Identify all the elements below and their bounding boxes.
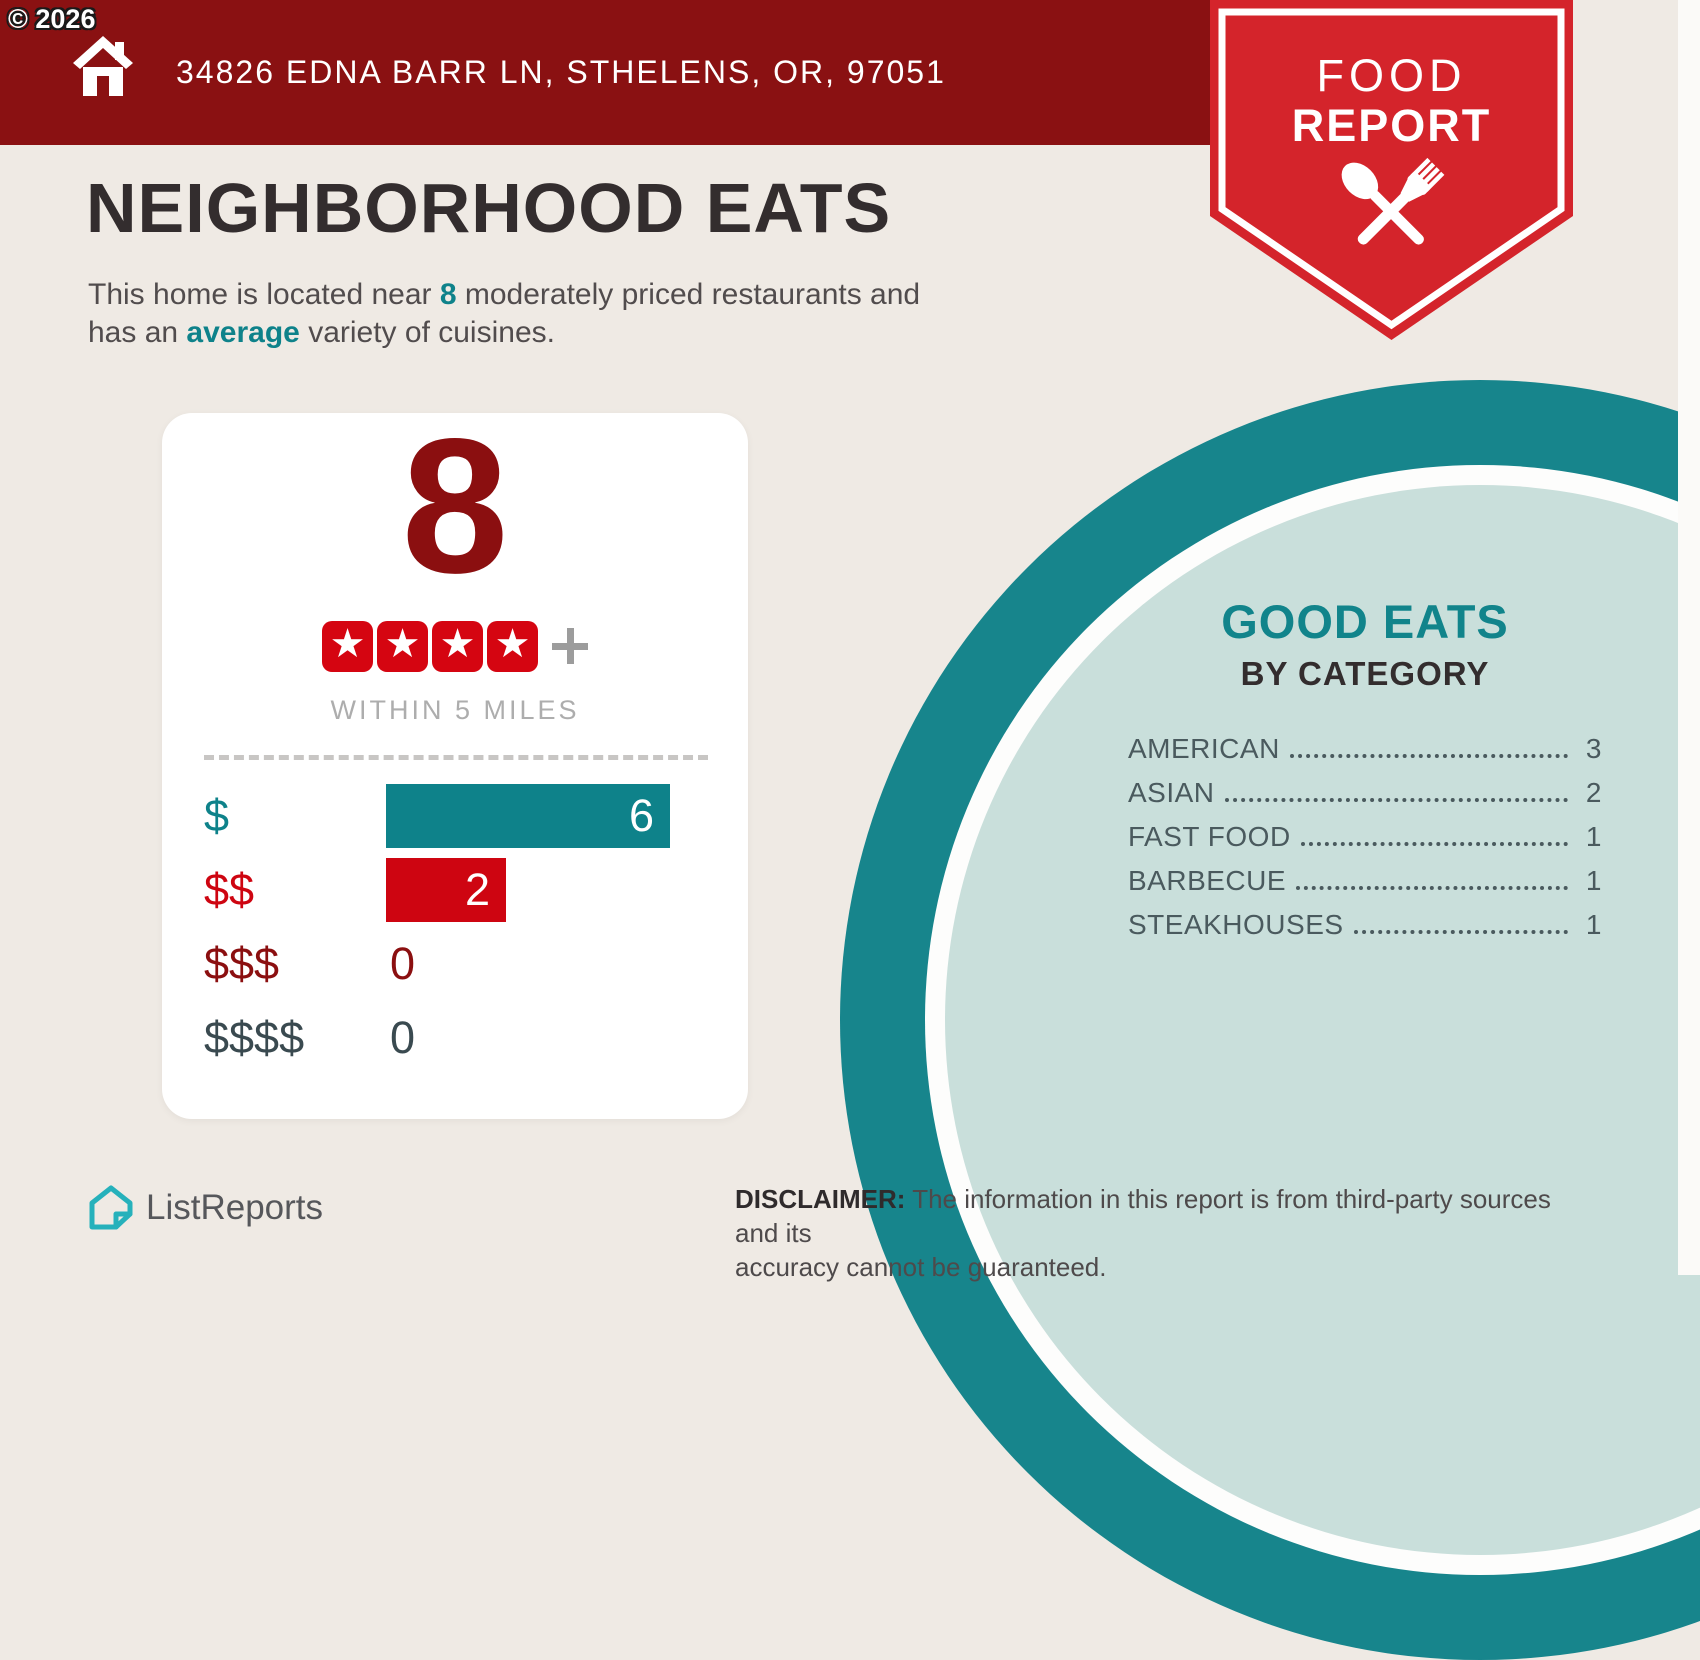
category-label: STEAKHOUSES: [1128, 909, 1344, 940]
property-address: 34826 EDNA BARR LN, STHELENS, OR, 97051: [176, 54, 946, 90]
price-bar: 2: [386, 857, 506, 922]
price-level-label: $$$$: [204, 1011, 305, 1063]
category-row: FAST FOOD 1: [1128, 807, 1602, 851]
good-eats-panel: GOOD EATS BY CATEGORY AMERICAN 3 ASIAN 2 F…: [1128, 594, 1602, 939]
price-bar-value: 0: [390, 1011, 416, 1063]
dotted-leader: [1353, 930, 1568, 934]
restaurant-summary-card: 8 ★ ★ ★ ★ WITHIN 5 MILES $ 6 $$ 2 $$$ 0 …: [162, 398, 748, 1119]
price-level-label: $$$: [204, 937, 280, 989]
price-level-label: $$: [204, 863, 255, 915]
dotted-leader: [1224, 798, 1568, 802]
listreports-logo: ListReports: [88, 1184, 323, 1232]
crossed-utensils-icon: [1341, 157, 1445, 245]
category-row: BARBECUE 1: [1128, 851, 1602, 895]
intro-line1: This home is located near 8 moderately p…: [88, 278, 921, 311]
star-rating: ★ ★ ★ ★: [162, 620, 748, 672]
price-bar: 0: [386, 932, 415, 996]
category-count: 1: [1585, 821, 1602, 852]
price-row: $$$ 0: [204, 932, 748, 996]
star-icon: ★: [432, 620, 483, 672]
category-row: ASIAN 2: [1128, 763, 1602, 807]
category-count: 1: [1585, 865, 1602, 896]
star-icon: ★: [487, 620, 538, 672]
restaurant-count: 8: [401, 398, 509, 613]
dotted-leader: [1289, 754, 1568, 758]
category-row: AMERICAN 3: [1128, 719, 1602, 763]
plus-icon: [552, 628, 588, 665]
category-count: 2: [1585, 777, 1602, 808]
category-label: BARBECUE: [1128, 865, 1287, 896]
price-bar-value: 6: [628, 789, 654, 841]
good-eats-subtitle: BY CATEGORY: [1240, 655, 1490, 692]
dotted-leader: [1296, 886, 1568, 890]
copyright-text: © 2026: [8, 4, 96, 34]
category-count: 1: [1585, 909, 1602, 940]
category-list: AMERICAN 3 ASIAN 2 FAST FOOD 1 BARBECUE 1 ST…: [1128, 719, 1602, 939]
category-label: AMERICAN: [1128, 733, 1280, 764]
page-title: NEIGHBORHOOD EATS: [86, 169, 892, 247]
badge-title-line1: FOOD: [1316, 50, 1467, 101]
disclaimer-text: DISCLAIMER: The information in this repo…: [735, 1184, 1551, 1282]
price-level-chart: $ 6 $$ 2 $$$ 0 $$$$ 0: [204, 783, 748, 1070]
radius-label: WITHIN 5 MILES: [330, 694, 580, 725]
star-icon: ★: [377, 620, 428, 672]
category-row: STEAKHOUSES 1: [1128, 895, 1602, 939]
good-eats-title: GOOD EATS: [1221, 595, 1509, 648]
dashed-divider: [204, 754, 708, 760]
page-edge-strip: [1678, 0, 1700, 1275]
variety-rating-inline: average: [186, 316, 300, 349]
intro-line2: has an average variety of cuisines.: [88, 316, 555, 349]
brand-name: ListReports: [146, 1188, 324, 1227]
price-bar: 6: [386, 783, 670, 848]
price-bar: 0: [386, 1006, 415, 1070]
star-icon: ★: [322, 620, 373, 672]
category-label: FAST FOOD: [1128, 821, 1291, 852]
price-row: $ 6: [204, 783, 748, 848]
price-level-label: $: [204, 789, 230, 841]
price-row: $$$$ 0: [204, 1006, 748, 1070]
disclaimer-label: DISCLAIMER:: [735, 1184, 906, 1214]
dotted-leader: [1300, 842, 1568, 846]
price-bar-value: 0: [390, 937, 416, 989]
category-count: 3: [1585, 733, 1602, 764]
price-row: $$ 2: [204, 857, 748, 922]
intro-text: This home is located near 8 moderately p…: [88, 276, 920, 352]
home-icon: [72, 34, 134, 103]
category-label: ASIAN: [1128, 777, 1215, 808]
food-report-badge: FOOD REPORT: [1210, 0, 1573, 340]
listreports-house-icon: [89, 1185, 133, 1230]
restaurant-count-inline: 8: [439, 278, 457, 311]
address-banner: 34826 EDNA BARR LN, STHELENS, OR, 97051: [0, 0, 1212, 145]
badge-title-line2: REPORT: [1291, 100, 1492, 151]
price-bar-value: 2: [464, 863, 490, 915]
